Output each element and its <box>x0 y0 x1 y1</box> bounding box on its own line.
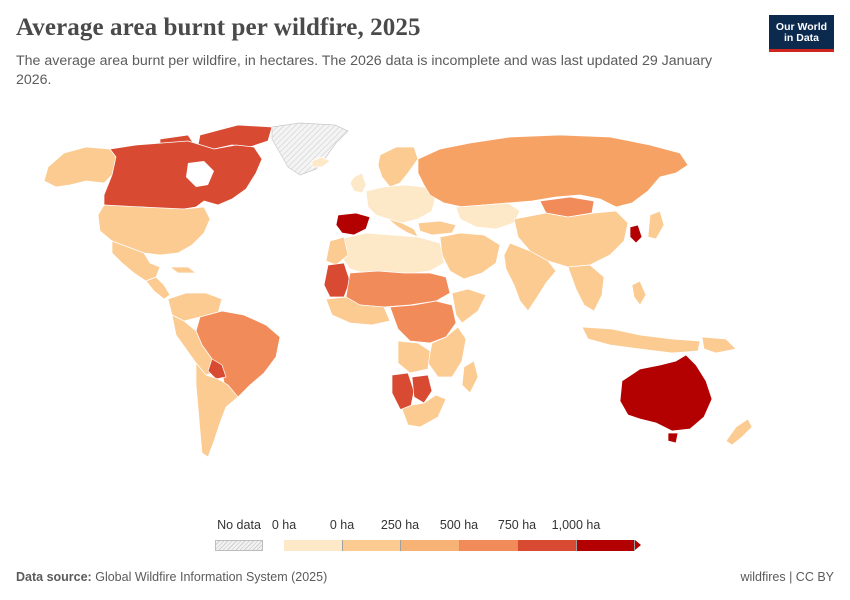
legend-bin-4[interactable] <box>459 540 518 551</box>
region-southeast-asia[interactable] <box>567 264 605 312</box>
logo-line-1: Our World <box>775 21 828 33</box>
region-middle-east[interactable] <box>439 232 501 280</box>
region-india[interactable] <box>503 242 557 312</box>
legend-tick-5: 1,000 ha <box>551 518 601 532</box>
region-east-africa[interactable] <box>427 326 467 378</box>
region-turkey[interactable] <box>417 220 457 236</box>
region-uk-ireland[interactable] <box>349 172 367 194</box>
region-south-korea[interactable] <box>629 224 643 244</box>
region-north-africa[interactable] <box>339 232 445 276</box>
legend-bin-6[interactable] <box>576 540 635 551</box>
region-tasmania[interactable] <box>667 432 679 444</box>
region-central-america[interactable] <box>145 276 171 300</box>
legend-tick-3: 500 ha <box>439 518 479 532</box>
world-map <box>43 122 753 458</box>
region-europe[interactable] <box>365 184 437 224</box>
region-central-asia[interactable] <box>455 202 521 230</box>
region-mauritania[interactable] <box>323 262 351 298</box>
license-text[interactable]: wildfires | CC BY <box>740 570 834 584</box>
legend-bin-3[interactable] <box>401 540 460 551</box>
region-madagascar[interactable] <box>461 360 479 394</box>
region-spain[interactable] <box>335 212 371 236</box>
legend-bin-2[interactable] <box>342 540 401 551</box>
region-cuba[interactable] <box>169 266 197 274</box>
region-canada[interactable] <box>103 140 263 210</box>
data-source-link[interactable]: Global Wildfire Information System (2025… <box>95 570 328 584</box>
region-south-africa[interactable] <box>401 394 447 428</box>
region-united-states[interactable] <box>97 204 211 256</box>
legend-tick-4: 750 ha <box>497 518 537 532</box>
logo-line-2: in Data <box>783 32 819 44</box>
region-japan[interactable] <box>647 210 665 240</box>
region-scandinavia[interactable] <box>377 146 419 188</box>
region-indonesia[interactable] <box>581 326 701 354</box>
region-new-zealand[interactable] <box>725 418 753 446</box>
legend-tick-1: 0 ha <box>329 518 355 532</box>
owid-logo[interactable]: Our World in Data <box>769 15 834 52</box>
chart-subtitle: The average area burnt per wildfire, in … <box>16 53 713 88</box>
region-greenland[interactable] <box>271 122 349 176</box>
legend-arrow-icon <box>635 540 641 550</box>
region-alaska[interactable] <box>43 146 117 188</box>
region-botswana[interactable] <box>411 374 433 404</box>
legend-bin-5[interactable] <box>518 540 577 551</box>
map-legend: No data 0 ha 0 ha 250 ha 500 ha 750 ha 1… <box>0 510 850 555</box>
legend-bin-1[interactable] <box>284 540 343 551</box>
region-philippines[interactable] <box>631 280 647 306</box>
region-morocco[interactable] <box>325 236 349 266</box>
region-angola[interactable] <box>397 340 431 374</box>
legend-tick-2: 250 ha <box>380 518 420 532</box>
region-iceland[interactable] <box>311 156 331 168</box>
hudson-bay <box>186 161 214 187</box>
legend-no-data-swatch[interactable] <box>215 540 263 551</box>
region-papua-new-guinea[interactable] <box>701 336 737 354</box>
chart-title: Average area burnt per wildfire, 2025 <box>16 14 421 41</box>
region-paraguay[interactable] <box>207 358 227 380</box>
region-central-africa[interactable] <box>389 300 457 344</box>
data-source-label: Data source: <box>16 570 92 584</box>
data-source: Data source: Global Wildfire Information… <box>16 570 327 584</box>
legend-tick-0: 0 ha <box>271 518 297 532</box>
region-west-africa[interactable] <box>325 296 391 326</box>
region-horn-africa[interactable] <box>451 288 487 324</box>
region-russia[interactable] <box>417 134 689 208</box>
legend-no-data-label: No data <box>217 518 261 532</box>
region-argentina-chile[interactable] <box>195 362 239 458</box>
legend-color-scale <box>284 540 641 551</box>
region-australia[interactable] <box>619 354 713 432</box>
